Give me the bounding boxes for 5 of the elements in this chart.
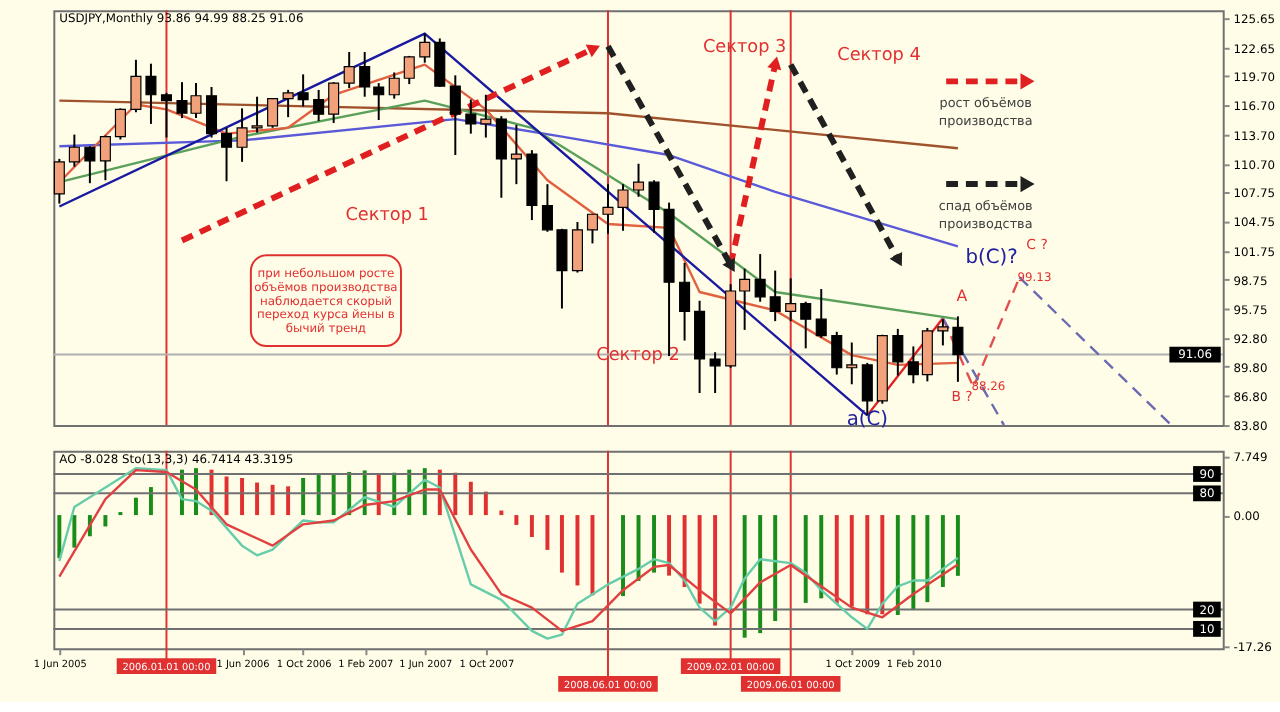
annotation: Сектор 2 xyxy=(596,345,680,366)
annotation: b(C)? xyxy=(965,247,1018,270)
annotation: Сектор 1 xyxy=(345,205,429,226)
annotation: A xyxy=(956,286,969,305)
annotation: Сектор 4 xyxy=(837,45,922,66)
